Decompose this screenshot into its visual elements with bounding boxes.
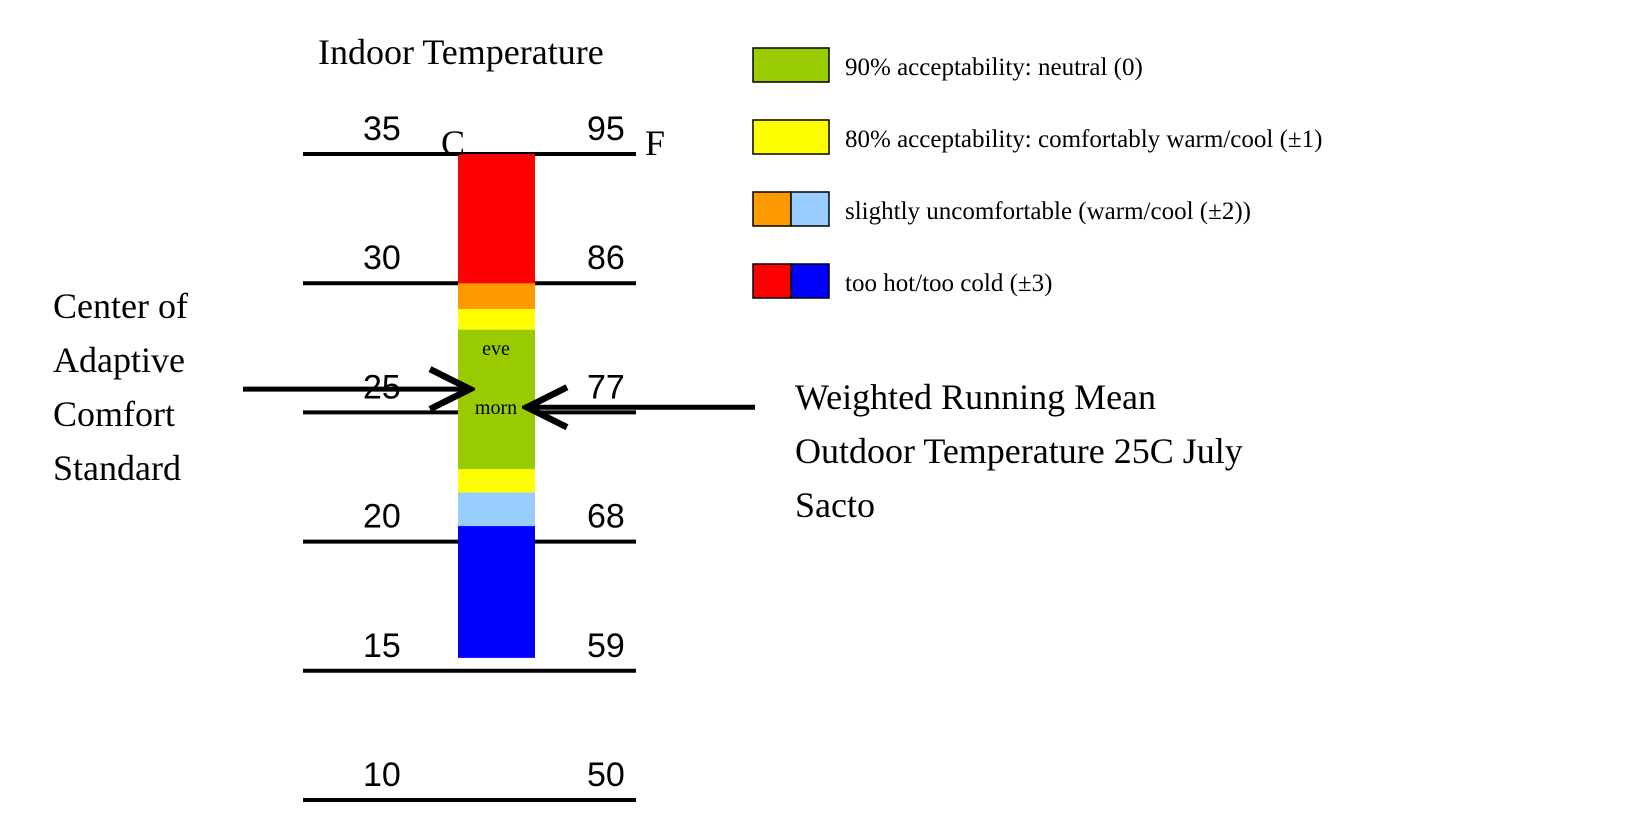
adaptive-comfort-note-line: Adaptive bbox=[53, 340, 185, 380]
fahrenheit-tick-label: 95 bbox=[587, 110, 625, 148]
bar-segment bbox=[458, 283, 535, 310]
adaptive-comfort-note-line: Comfort bbox=[53, 394, 175, 434]
legend-swatch bbox=[790, 263, 830, 299]
legend-swatch bbox=[752, 47, 830, 83]
running-mean-note-line: Sacto bbox=[795, 485, 875, 525]
celsius-tick-label: 20 bbox=[363, 498, 401, 536]
celsius-tick-label: 10 bbox=[363, 756, 401, 794]
fahrenheit-tick-label: 50 bbox=[587, 756, 625, 794]
bar-segment bbox=[458, 492, 535, 527]
bar-labels: eve morn bbox=[475, 338, 517, 419]
bar-segment bbox=[458, 469, 535, 493]
morning-label: morn bbox=[475, 397, 517, 419]
evening-label: eve bbox=[482, 338, 510, 360]
legend-swatch bbox=[790, 191, 830, 227]
celsius-unit-label: C bbox=[441, 123, 465, 163]
fahrenheit-unit-label: F bbox=[645, 123, 665, 163]
legend-label: 80% acceptability: comfortably warm/cool… bbox=[845, 126, 1322, 153]
legend-item: too hot/too cold (±3) bbox=[752, 263, 1052, 299]
bar-segment bbox=[458, 154, 535, 284]
bar-segment bbox=[458, 309, 535, 330]
legend-label: too hot/too cold (±3) bbox=[845, 270, 1052, 297]
legend: 90% acceptability: neutral (0) 80% accept… bbox=[752, 47, 1322, 299]
legend-item: slightly uncomfortable (warm/cool (±2)) bbox=[752, 191, 1251, 227]
adaptive-comfort-note-line: Center of bbox=[53, 286, 188, 326]
diagram-title: Indoor Temperature bbox=[318, 32, 604, 72]
fahrenheit-tick-label: 86 bbox=[587, 239, 625, 277]
legend-label: slightly uncomfortable (warm/cool (±2)) bbox=[845, 198, 1251, 225]
celsius-tick-label: 15 bbox=[363, 627, 401, 665]
celsius-tick-label: 30 bbox=[363, 239, 401, 277]
running-mean-note-line: Outdoor Temperature 25C July bbox=[795, 431, 1243, 471]
legend-swatch bbox=[752, 119, 830, 155]
legend-swatch bbox=[752, 191, 792, 227]
adaptive-comfort-note-line: Standard bbox=[53, 448, 181, 488]
running-mean-note: Weighted Running Mean Outdoor Temperature… bbox=[527, 377, 1243, 525]
legend-item: 90% acceptability: neutral (0) bbox=[752, 47, 1143, 83]
fahrenheit-tick-label: 77 bbox=[587, 368, 625, 406]
fahrenheit-tick-label: 59 bbox=[587, 627, 625, 665]
bar-segment bbox=[458, 526, 535, 658]
legend-swatch bbox=[752, 263, 792, 299]
celsius-tick-label: 35 bbox=[363, 110, 401, 148]
fahrenheit-tick-label: 68 bbox=[587, 498, 625, 536]
running-mean-note-line: Weighted Running Mean bbox=[795, 377, 1156, 417]
legend-label: 90% acceptability: neutral (0) bbox=[845, 54, 1143, 81]
adaptive-comfort-note: Center of Adaptive Comfort Standard bbox=[53, 286, 470, 488]
legend-item: 80% acceptability: comfortably warm/cool… bbox=[752, 119, 1322, 155]
